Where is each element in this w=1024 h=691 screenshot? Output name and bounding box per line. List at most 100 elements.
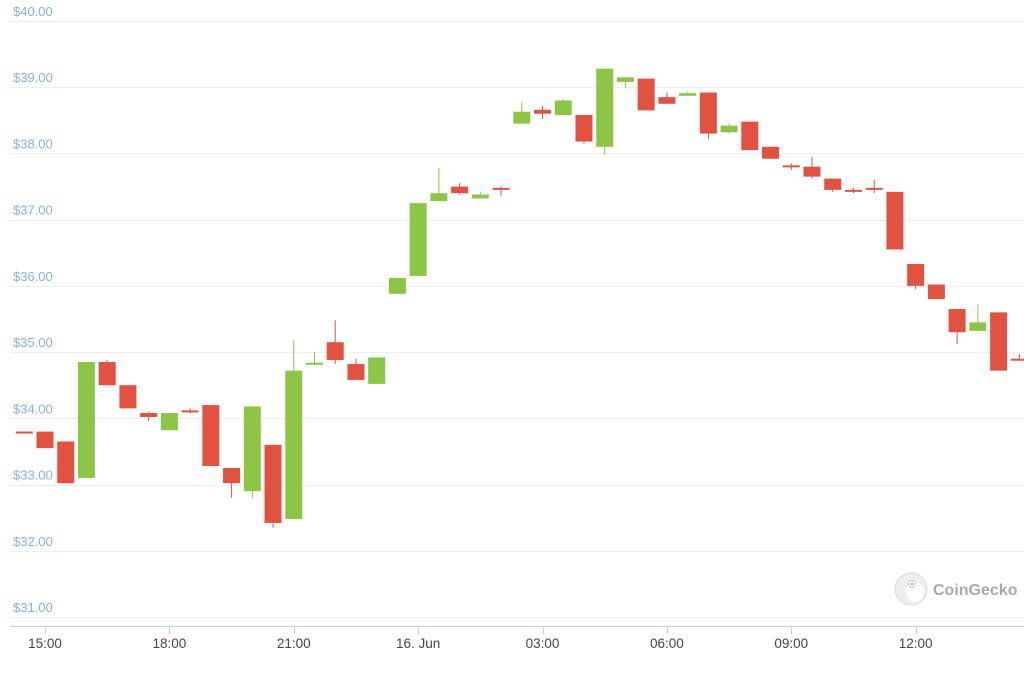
x-tick-label: 06:00 — [650, 636, 684, 651]
candle-body — [865, 187, 883, 190]
candle-up — [471, 191, 489, 199]
candle-down — [575, 115, 593, 144]
candle-body — [264, 444, 282, 523]
candle-body — [782, 165, 800, 168]
candle-body — [98, 362, 116, 386]
candle-body — [534, 109, 552, 114]
candle-body — [15, 431, 33, 434]
candle-body — [77, 362, 95, 478]
candle-body — [596, 68, 614, 147]
candle-body — [451, 186, 469, 194]
candle-body — [471, 194, 489, 199]
candle-body — [907, 264, 925, 286]
candle-up — [596, 68, 614, 155]
candle-up — [554, 99, 572, 116]
candle-up — [77, 362, 95, 478]
candle-body — [513, 111, 531, 124]
candle-down — [803, 156, 821, 179]
y-axis-tick-labels: $31.00 $32.00 $33.00 $34.00 $35.00 $36.00 $37.… — [13, 4, 53, 615]
candle-body — [762, 146, 780, 159]
candle-body — [699, 92, 717, 134]
x-tick-label: 15:00 — [28, 636, 62, 651]
candle-body — [285, 370, 303, 519]
candle-up — [368, 357, 386, 384]
candle-down — [762, 146, 780, 159]
candle-down — [140, 411, 158, 421]
candle-down — [202, 405, 220, 467]
candle-down — [119, 385, 137, 409]
candle-down — [741, 121, 759, 151]
candle-body — [720, 125, 738, 133]
candle-body — [616, 77, 634, 82]
x-tick-label: 18:00 — [152, 636, 186, 651]
x-tick-label: 03:00 — [526, 636, 560, 651]
candle-body — [927, 284, 945, 300]
candle-up — [679, 91, 697, 96]
candle-body — [637, 78, 655, 111]
y-tick-label: $38.00 — [13, 136, 53, 151]
candle-body — [36, 431, 54, 449]
y-tick-label: $35.00 — [13, 335, 53, 350]
y-tick-label: $34.00 — [13, 401, 53, 416]
candle-up — [969, 304, 987, 331]
candle-down — [534, 105, 552, 120]
y-tick-label: $39.00 — [13, 70, 53, 85]
candle-down — [98, 360, 116, 386]
candle-body — [119, 385, 137, 409]
candle-down — [699, 92, 717, 139]
candle-body — [969, 322, 987, 331]
x-axis: 15:00 18:00 21:00 16. Jun 03:00 06:00 09:00 12:… — [10, 626, 1024, 651]
candle-down — [824, 178, 842, 192]
candle-down — [223, 468, 241, 498]
x-tick-label: 12:00 — [899, 636, 933, 651]
candle-body — [844, 189, 862, 192]
candle-down — [181, 408, 199, 414]
x-tick-label: 16. Jun — [396, 636, 440, 651]
candle-up — [430, 168, 448, 202]
candle-down — [637, 78, 655, 111]
coingecko-watermark: CoinGecko — [894, 572, 1018, 606]
candle-body — [388, 277, 406, 294]
candle-body — [990, 312, 1008, 371]
candle-up — [616, 77, 634, 89]
candle-body — [430, 193, 448, 202]
candle-up — [513, 101, 531, 124]
y-tick-label: $36.00 — [13, 269, 53, 284]
candle-up — [388, 277, 406, 294]
candle-body — [57, 441, 75, 484]
candle-body — [202, 405, 220, 467]
candle-up — [285, 340, 303, 519]
candle-body — [886, 191, 904, 250]
y-tick-label: $37.00 — [13, 203, 53, 218]
candle-up — [305, 352, 323, 366]
candles — [15, 68, 1024, 528]
candle-body — [803, 166, 821, 177]
candle-down — [57, 441, 75, 484]
candle-body — [347, 364, 365, 380]
x-tick-label: 09:00 — [774, 636, 808, 651]
candle-body — [409, 203, 427, 276]
candle-body — [243, 406, 261, 492]
candle-down — [658, 92, 676, 104]
candle-down — [907, 264, 925, 290]
candle-body — [824, 178, 842, 190]
candle-down — [1010, 354, 1024, 361]
candle-down — [36, 431, 54, 449]
candle-body — [160, 413, 178, 431]
candle-down — [927, 284, 945, 300]
candle-body — [181, 410, 199, 413]
watermark-brand-text: CoinGecko — [933, 582, 1018, 599]
candle-down — [326, 320, 344, 365]
candle-body — [679, 93, 697, 96]
candle-body — [1010, 358, 1024, 361]
candle-body — [948, 309, 966, 333]
candle-down — [15, 431, 33, 434]
y-tick-label: $40.00 — [13, 4, 53, 19]
candle-body — [326, 342, 344, 361]
candle-up — [409, 203, 427, 276]
x-tick-label: 21:00 — [277, 636, 311, 651]
candle-body — [223, 468, 241, 484]
candle-body — [741, 121, 759, 151]
candle-down — [948, 309, 966, 345]
